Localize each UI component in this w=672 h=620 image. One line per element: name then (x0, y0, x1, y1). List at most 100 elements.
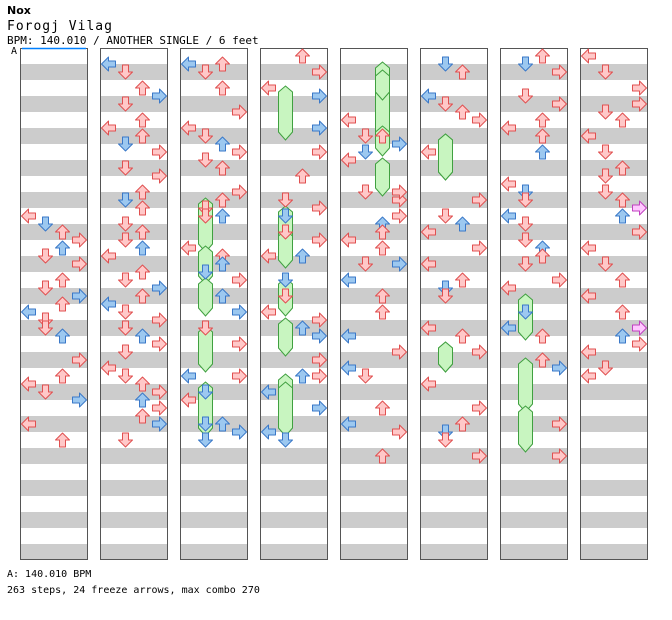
chart-stripe (500, 256, 568, 272)
arrow-right-icon (392, 256, 407, 272)
chart-stripe (20, 176, 88, 192)
chart-stripe (580, 48, 648, 64)
chart-stripe (180, 544, 248, 560)
arrow-right-icon (152, 168, 167, 184)
arrow-right-icon (232, 184, 247, 200)
chart-stripe (580, 96, 648, 112)
arrow-down-icon (358, 368, 373, 384)
arrow-down-icon (518, 232, 533, 248)
arrow-down-icon (118, 368, 133, 384)
chart-stripe (20, 480, 88, 496)
chart-stripe (580, 512, 648, 528)
chart-stripe (100, 352, 168, 368)
chart-stripe (180, 368, 248, 384)
arrow-up-icon (55, 240, 70, 256)
chart-stripe (20, 208, 88, 224)
chart-stripe (580, 432, 648, 448)
chart-stripe (20, 432, 88, 448)
chart-stripe (500, 112, 568, 128)
chart-stripe (420, 240, 488, 256)
chart-stripe (260, 544, 328, 560)
arrow-left-icon (501, 176, 516, 192)
chart-stripe (100, 512, 168, 528)
chart-stripe (260, 480, 328, 496)
chart-stripe (340, 512, 408, 528)
arrow-right-icon (312, 64, 327, 80)
arrow-left-icon (21, 304, 36, 320)
arrow-down-icon (518, 304, 533, 320)
chart-stripe (420, 48, 488, 64)
chart-stripe (420, 416, 488, 432)
chart-stripe (420, 352, 488, 368)
chart-stripe (340, 176, 408, 192)
arrow-left-icon (421, 256, 436, 272)
chart-stripe (260, 432, 328, 448)
arrow-down-icon (358, 144, 373, 160)
arrow-up-icon (535, 48, 550, 64)
arrow-down-icon (118, 320, 133, 336)
chart-stripe (20, 384, 88, 400)
arrow-down-icon (118, 232, 133, 248)
chart-stripe (180, 64, 248, 80)
chart-stripe (340, 128, 408, 144)
chart-stripe (20, 144, 88, 160)
chart-stripe (580, 240, 648, 256)
arrow-right-icon (232, 104, 247, 120)
arrow-down-icon (38, 216, 53, 232)
chart-stripe (340, 448, 408, 464)
arrow-left-icon (21, 376, 36, 392)
chart-stripe (340, 48, 408, 64)
chart-stripe (340, 384, 408, 400)
chart-stripe (100, 224, 168, 240)
chart-stripe (260, 80, 328, 96)
arrow-down-icon (38, 320, 53, 336)
chart-stripe (340, 112, 408, 128)
chart-stripe (580, 256, 648, 272)
arrow-up-icon (375, 224, 390, 240)
chart-stripe (420, 256, 488, 272)
arrow-left-icon (421, 88, 436, 104)
chart-stripe (420, 512, 488, 528)
chart-stripe (580, 144, 648, 160)
chart-stripe (500, 480, 568, 496)
arrow-right-icon (472, 192, 487, 208)
arrow-left-icon (341, 328, 356, 344)
arrow-right-icon (632, 224, 647, 240)
chart-stripe (180, 160, 248, 176)
arrow-right-icon (152, 88, 167, 104)
chart-stripe (100, 432, 168, 448)
chart-stripe (260, 352, 328, 368)
chart-stripe (580, 384, 648, 400)
arrow-down-icon (198, 432, 213, 448)
chart-column-frame (340, 48, 408, 560)
chart-stripe (340, 464, 408, 480)
chart-stripe (420, 496, 488, 512)
chart-stripe (260, 176, 328, 192)
arrow-up-icon (135, 200, 150, 216)
arrow-up-icon (615, 272, 630, 288)
chart-stripe (180, 512, 248, 528)
chart-stripe (420, 224, 488, 240)
chart-stripe (20, 48, 88, 64)
arrow-down-icon (118, 136, 133, 152)
arrow-left-icon (581, 368, 596, 384)
chart-stripe (500, 320, 568, 336)
arrow-up-icon (135, 184, 150, 200)
arrow-left-icon (261, 304, 276, 320)
arrow-left-icon (181, 120, 196, 136)
arrow-right-icon (72, 352, 87, 368)
chart-stripe (500, 240, 568, 256)
arrow-down-icon (438, 208, 453, 224)
arrow-up-icon (455, 416, 470, 432)
chart-stripe (180, 400, 248, 416)
chart-stripe (420, 192, 488, 208)
chart-stripe (420, 112, 488, 128)
arrow-up-icon (535, 248, 550, 264)
chart-stripe (100, 368, 168, 384)
arrow-right-icon (312, 352, 327, 368)
chart-stripe (180, 448, 248, 464)
arrow-right-icon (392, 184, 407, 200)
arrow-up-icon (135, 264, 150, 280)
chart-stripe (500, 176, 568, 192)
arrow-up-icon (535, 128, 550, 144)
